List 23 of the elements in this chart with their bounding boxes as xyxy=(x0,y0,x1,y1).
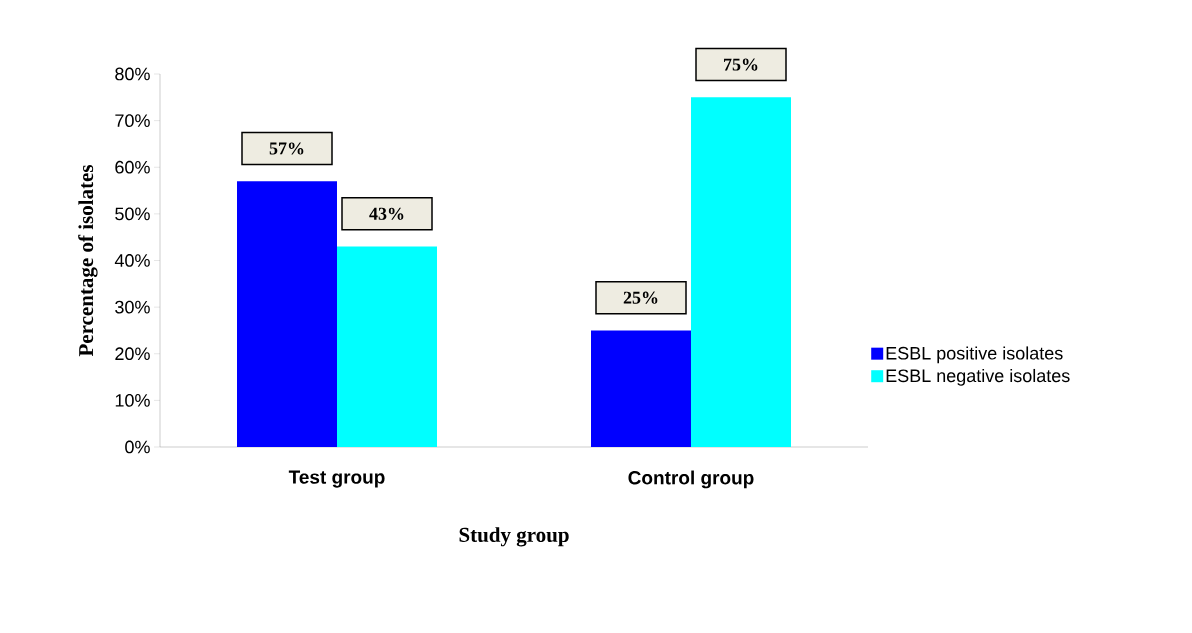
data-label: 43% xyxy=(369,207,404,220)
y-tick-label: 60% xyxy=(115,160,150,174)
y-tick-label: 50% xyxy=(115,207,150,221)
y-tick-label: 30% xyxy=(115,300,150,314)
data-label: 75% xyxy=(724,58,758,71)
bar xyxy=(591,330,691,447)
y-tick-label: 20% xyxy=(115,347,150,361)
x-tick-label: Control group xyxy=(628,470,754,489)
y-tick-label: 0% xyxy=(125,440,150,454)
data-label: 25% xyxy=(623,291,658,304)
legend-label: ESBL positive isolates xyxy=(886,346,1063,364)
x-tick-label: Test group xyxy=(288,470,385,488)
y-tick-label: 70% xyxy=(115,114,150,127)
y-tick-label: 10% xyxy=(115,393,150,407)
bar xyxy=(337,246,437,447)
y-tick-label: 80% xyxy=(115,67,150,81)
y-tick-label: 40% xyxy=(114,254,150,267)
data-label: 57% xyxy=(269,142,304,155)
y-axis-title: Percentage of isolates xyxy=(78,165,98,357)
bar xyxy=(691,97,791,447)
x-axis-title: Study group xyxy=(459,527,569,547)
bar xyxy=(237,181,337,447)
legend-label: ESBL negative isolates xyxy=(886,368,1070,386)
